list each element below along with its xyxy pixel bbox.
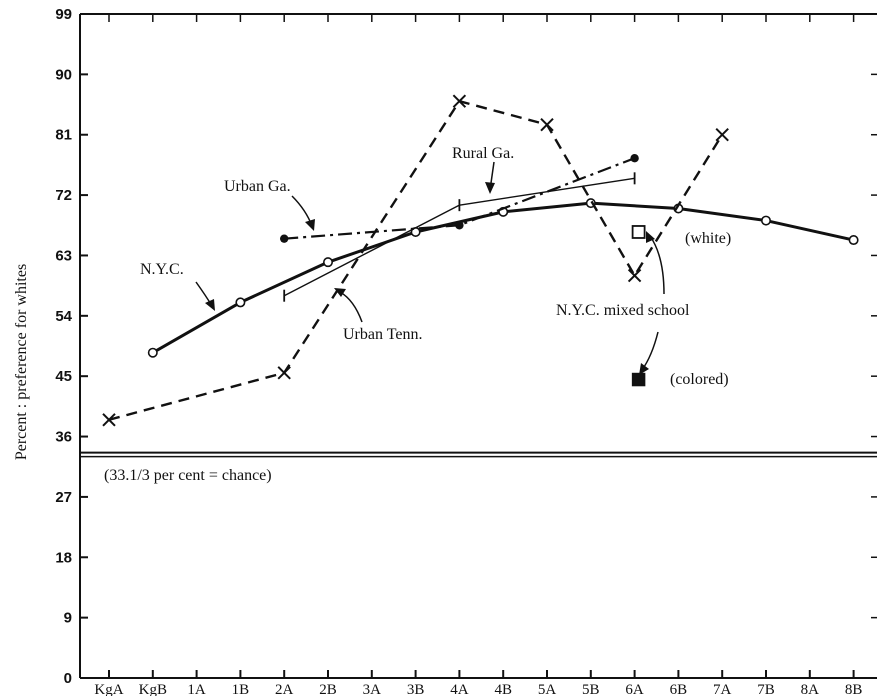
data-point-n-y-c	[848, 235, 859, 246]
data-point-urban-tenn	[277, 366, 291, 380]
series-layer	[102, 94, 859, 427]
y-tick-label: 63	[55, 247, 72, 264]
x-tick-label: 2A	[275, 682, 294, 696]
annotation-colored: (colored)	[670, 371, 729, 388]
arrowhead-rural-ga	[485, 182, 495, 194]
x-tick-label: KgB	[139, 682, 167, 696]
x-marker-stroke	[277, 366, 291, 380]
y-tick-label: 54	[55, 308, 72, 325]
x-tick-label: 6B	[670, 682, 688, 696]
data-point-n-y-c	[760, 215, 771, 226]
x-tick-label: 2B	[319, 682, 337, 696]
y-tick-label: 27	[55, 489, 72, 506]
x-axis-ticks: KgA KgB 1A 1B 2A 2B 3A 3B 4A 4B 5A 5B 6A 6B 7A 7B 8A 8B	[94, 14, 862, 696]
marker-mixed-school-white	[631, 225, 646, 239]
x-tick-label: 5A	[538, 682, 557, 696]
annotation-urban-ga: Urban Ga.	[224, 178, 291, 195]
x-tick-label: 6A	[625, 682, 644, 696]
data-point-urban-tenn	[540, 117, 554, 132]
data-point-urban-ga	[455, 221, 464, 230]
data-point-urban-ga	[280, 234, 289, 243]
annotation-urban-tenn: Urban Tenn.	[343, 326, 422, 343]
arrowhead-urban-ga	[305, 219, 315, 231]
y-tick-label: 90	[55, 66, 72, 83]
x-tick-label: 1A	[187, 682, 206, 696]
data-point-urban-tenn	[715, 128, 729, 142]
y-tick-label: 9	[64, 610, 72, 627]
y-tick-label: 45	[55, 368, 72, 385]
annotation-nyc-mixed-school: N.Y.C. mixed school	[556, 302, 690, 319]
data-point-urban-tenn	[452, 94, 467, 108]
series-line-urban-tenn	[108, 99, 724, 421]
data-point-urban-ga	[630, 154, 639, 163]
marker-mixed-school-colored	[631, 372, 646, 387]
y-tick-label: 81	[55, 127, 72, 144]
arrow-mixed-white	[649, 235, 665, 295]
x-tick-label: 1B	[232, 682, 250, 696]
annotation-chance: (33.1/3 per cent = chance)	[104, 467, 272, 484]
x-tick-label: 7A	[713, 682, 732, 696]
annotation-rural-ga: Rural Ga.	[452, 145, 514, 162]
series-line-n-y-c	[152, 201, 854, 355]
x-tick-label: 5B	[582, 682, 600, 696]
x-tick-label: 7B	[757, 682, 775, 696]
x-tick-label: 4B	[494, 682, 512, 696]
annotation-white: (white)	[685, 230, 731, 247]
x-marker-stroke	[102, 413, 116, 427]
x-marker-stroke	[627, 268, 642, 283]
x-tick-label: KgA	[94, 682, 123, 696]
data-point-n-y-c	[235, 297, 246, 308]
y-axis-ticks: 0 9 18 27 36 45 54 63 72 81 90 99	[55, 6, 877, 687]
x-tick-label: 3B	[407, 682, 425, 696]
x-marker-stroke	[540, 117, 554, 132]
data-point-n-y-c	[322, 257, 333, 268]
annotation-nyc: N.Y.C.	[140, 261, 184, 278]
y-tick-label: 18	[55, 549, 72, 566]
y-tick-label: 99	[55, 6, 72, 23]
x-tick-label: 3A	[363, 682, 382, 696]
markers-layer	[631, 225, 646, 387]
arrowhead-nyc	[205, 299, 215, 311]
data-point-n-y-c	[147, 347, 158, 358]
series-line-rural-ga	[283, 177, 635, 297]
data-point-urban-tenn	[102, 413, 116, 427]
data-point-urban-tenn	[627, 268, 642, 283]
arrow-urban-tenn	[339, 291, 363, 323]
arrowhead-mixed-colored	[639, 363, 649, 375]
x-marker-stroke	[452, 94, 467, 108]
x-tick-label: 4A	[450, 682, 469, 696]
y-tick-label: 36	[55, 429, 72, 446]
x-tick-label: 8B	[845, 682, 863, 696]
arrow-mixed-colored	[641, 331, 659, 371]
x-tick-label: 8A	[801, 682, 820, 696]
arrowhead-mixed-white	[646, 231, 655, 243]
arrowhead-urban-tenn	[334, 288, 346, 297]
y-tick-label: 0	[64, 670, 72, 687]
y-tick-label: 72	[55, 187, 72, 204]
y-axis-label: Percent : preference for whites	[13, 264, 30, 460]
x-marker-stroke	[715, 128, 729, 142]
axes	[79, 13, 877, 679]
annotation-arrowheads	[205, 182, 655, 375]
